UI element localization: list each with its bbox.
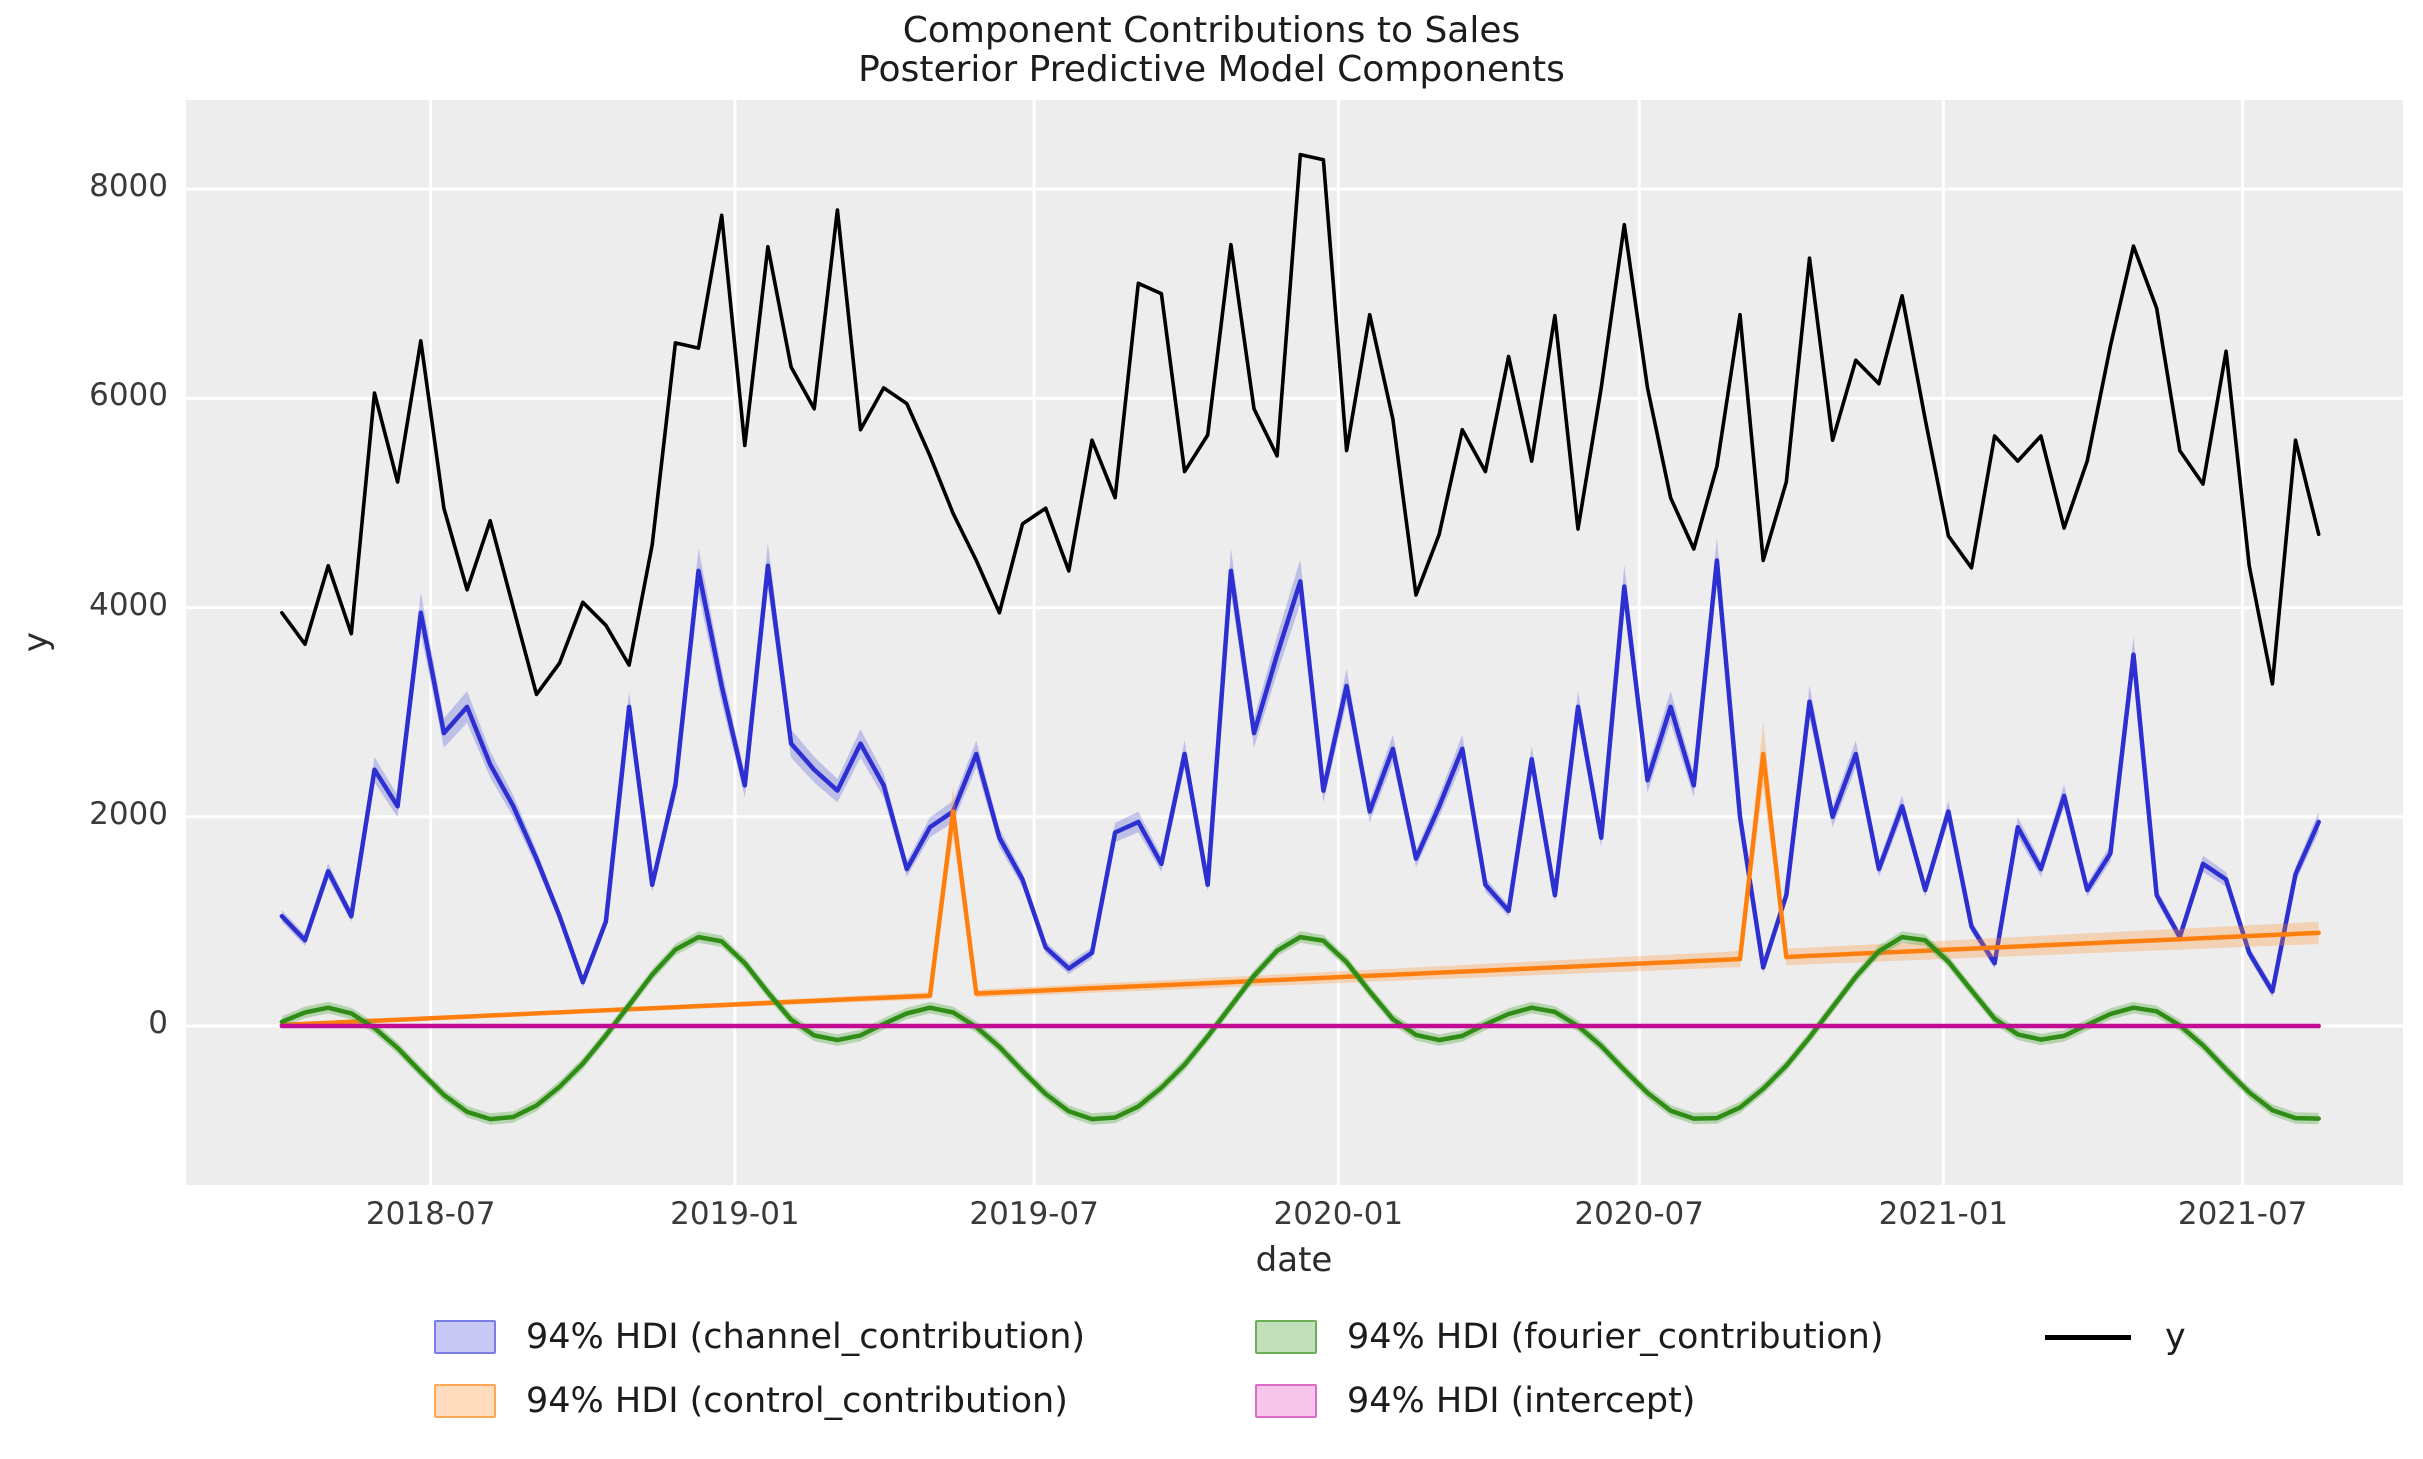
x-tick-label: 2018-07	[365, 1196, 496, 1232]
x-tick-label: 2020-01	[1273, 1196, 1404, 1232]
y-axis-label: y	[16, 631, 56, 653]
legend-label: 94% HDI (fourier_contribution)	[1347, 1317, 1884, 1357]
legend-label: 94% HDI (intercept)	[1347, 1381, 1696, 1421]
x-tick-label: 2020-07	[1574, 1196, 1704, 1232]
y-line-swatch-icon	[2045, 1334, 2131, 1340]
x-tick-label: 2019-07	[969, 1196, 1099, 1232]
control-hdi-swatch-icon	[434, 1384, 496, 1418]
legend-item-fourier-contribution: 94% HDI (fourier_contribution)	[1255, 1315, 1884, 1359]
intercept-hdi-swatch-icon	[1255, 1384, 1317, 1418]
y-tick-label: 6000	[89, 377, 168, 414]
legend-item-channel-contribution: 94% HDI (channel_contribution)	[434, 1315, 1085, 1359]
y-tick-label: 2000	[89, 795, 168, 832]
x-tick-label: 2021-07	[2177, 1196, 2308, 1232]
legend-item-control-contribution: 94% HDI (control_contribution)	[434, 1379, 1068, 1423]
legend-item-y: y	[2045, 1315, 2186, 1359]
chart-subtitle: Posterior Predictive Model Components	[858, 49, 1565, 90]
legend-item-intercept: 94% HDI (intercept)	[1255, 1379, 1695, 1423]
y-tick-label: 4000	[89, 586, 168, 623]
x-axis-label: date	[1255, 1240, 1333, 1280]
legend-label: 94% HDI (control_contribution)	[526, 1381, 1068, 1421]
channel-hdi-swatch-icon	[434, 1320, 496, 1354]
x-tick-label: 2021-01	[1878, 1196, 2009, 1232]
y-tick-label: 8000	[89, 168, 168, 205]
x-tick-label: 2019-01	[670, 1196, 800, 1232]
legend-label: y	[2165, 1317, 2186, 1357]
y-tick-label: 0	[148, 1004, 168, 1041]
chart-title: Component Contributions to Sales	[902, 10, 1521, 51]
fourier-hdi-swatch-icon	[1255, 1320, 1317, 1354]
legend-label: 94% HDI (channel_contribution)	[526, 1317, 1086, 1357]
